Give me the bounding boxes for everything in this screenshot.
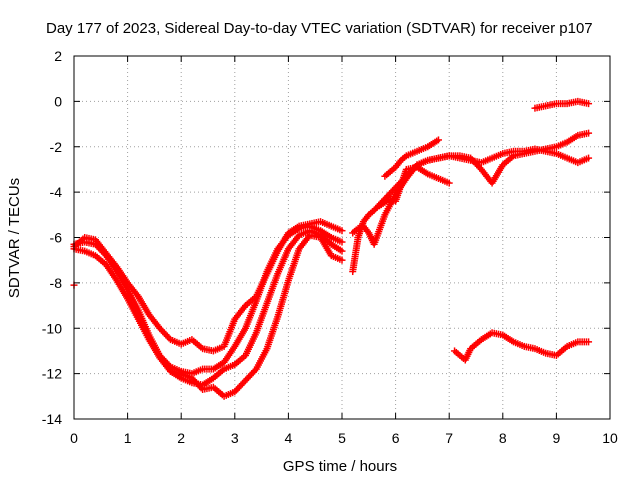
data-points <box>70 97 593 400</box>
data-point-track-2 <box>338 238 346 246</box>
x-tick-label: 2 <box>177 430 185 446</box>
chart-title: Day 177 of 2023, Sidereal Day-to-day VTE… <box>46 20 593 37</box>
data-point-track-6 <box>585 154 593 162</box>
y-tick-label: 0 <box>54 93 62 109</box>
x-tick-label: 1 <box>124 430 132 446</box>
y-tick-label: -8 <box>50 275 63 291</box>
data-point-track-7 <box>434 136 442 144</box>
y-tick-label: -10 <box>42 320 62 336</box>
y-tick-labels: -14 -12 -10 -8 -6 -4 -2 0 2 <box>42 48 62 427</box>
y-tick-label: -12 <box>42 366 62 382</box>
data-point-track-1 <box>338 227 346 235</box>
y-tick-label: -4 <box>50 184 63 200</box>
x-tick-label: 8 <box>499 430 507 446</box>
x-tick-label: 9 <box>553 430 561 446</box>
x-axis-label: GPS time / hours <box>283 458 397 475</box>
x-tick-label: 5 <box>338 430 346 446</box>
y-tick-label: -14 <box>42 411 62 427</box>
x-tick-label: 4 <box>285 430 293 446</box>
x-tick-label: 0 <box>70 430 78 446</box>
data-point-track-4 <box>338 256 346 264</box>
data-point-track-9 <box>585 338 593 346</box>
x-tick-label: 3 <box>231 430 239 446</box>
data-point-track-8 <box>445 179 453 187</box>
y-tick-label: -6 <box>50 230 63 246</box>
grid-lines <box>74 56 610 419</box>
data-point-track-3 <box>338 247 346 255</box>
x-tick-label: 6 <box>392 430 400 446</box>
x-tick-labels: 0 1 2 3 4 5 6 7 8 9 10 <box>70 430 618 446</box>
x-tick-label: 7 <box>445 430 453 446</box>
y-tick-label: -2 <box>50 139 63 155</box>
data-point-track-5 <box>585 129 593 137</box>
y-tick-label: 2 <box>54 48 62 64</box>
x-tick-label: 10 <box>602 430 618 446</box>
data-point-track-10 <box>585 100 593 108</box>
axis-ticks <box>73 55 611 420</box>
y-axis-label: SDTVAR / TECUs <box>6 178 23 298</box>
